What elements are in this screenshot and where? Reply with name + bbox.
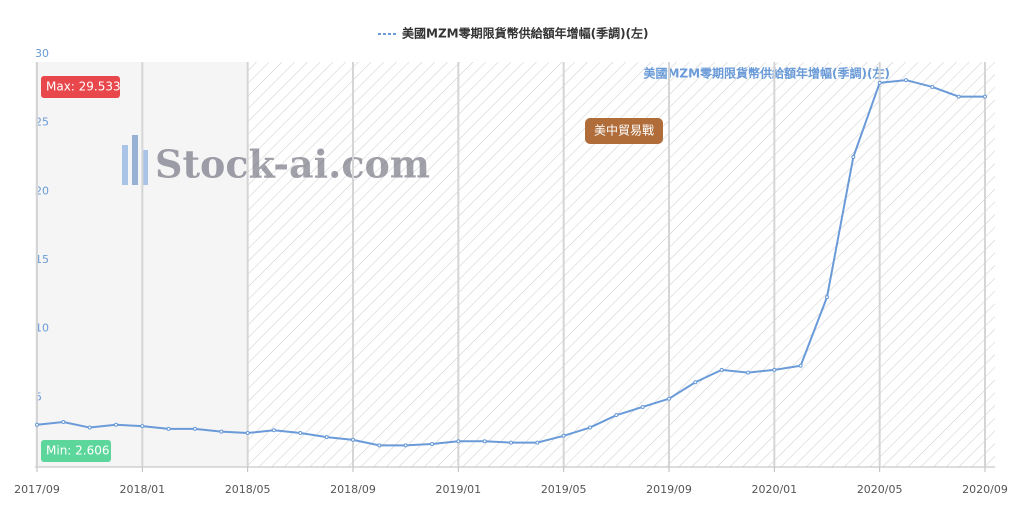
point <box>298 431 303 436</box>
point <box>798 363 803 368</box>
point <box>588 425 592 430</box>
point <box>956 94 961 99</box>
point <box>87 425 92 430</box>
x-tick-label: 2018/09 <box>330 483 376 496</box>
watermark-icon <box>142 150 148 185</box>
point <box>693 380 698 385</box>
min-badge <box>41 440 111 462</box>
point <box>245 431 250 436</box>
x-tick-label: 2020/01 <box>751 483 797 496</box>
point <box>140 424 145 429</box>
series-label: 美國MZM零期限貨幣供給額年增幅(季調)(左) <box>643 66 890 81</box>
point <box>535 440 540 445</box>
watermark-icon <box>122 145 128 185</box>
point <box>719 367 724 372</box>
point <box>851 155 856 159</box>
point <box>324 435 329 440</box>
point <box>614 413 619 418</box>
point <box>377 443 382 448</box>
point <box>509 440 513 445</box>
point <box>772 367 777 372</box>
point <box>877 80 882 85</box>
x-tick-label: 2018/05 <box>225 483 271 496</box>
y-tick-label: 20 <box>35 184 49 197</box>
point <box>482 439 487 444</box>
y-tick-label: 15 <box>35 253 49 266</box>
y-tick-label: 25 <box>35 116 49 129</box>
point <box>403 443 408 448</box>
point <box>825 295 829 300</box>
y-tick-label: 30 <box>35 47 49 60</box>
x-tick-label: 2018/01 <box>119 483 165 496</box>
event-badge <box>585 118 663 144</box>
max-badge <box>41 76 120 98</box>
point <box>640 404 645 409</box>
watermark-icon <box>132 135 138 185</box>
point <box>930 84 935 89</box>
x-tick-label: 2019/05 <box>541 483 587 496</box>
point <box>35 422 39 427</box>
x-tick-label: 2020/05 <box>857 483 903 496</box>
point <box>193 426 197 431</box>
point <box>272 428 276 433</box>
min-label: Min: 2.606 <box>46 444 110 458</box>
point <box>219 429 224 434</box>
point <box>667 396 671 401</box>
watermark: Stock-ai.com <box>122 135 430 187</box>
y-tick-label: 10 <box>35 322 49 335</box>
x-tick-label: 2019/09 <box>646 483 692 496</box>
point <box>114 422 118 427</box>
point <box>904 78 908 83</box>
x-tick-label: 2020/09 <box>962 483 1008 496</box>
legend: 美國MZM零期限貨幣供給額年增幅(季調)(左) <box>378 26 649 41</box>
point <box>746 370 750 375</box>
point <box>456 439 461 444</box>
point <box>561 433 566 438</box>
legend-label: 美國MZM零期限貨幣供給額年增幅(季調)(左) <box>402 26 649 41</box>
event-label: 美中貿易戰 <box>594 123 654 138</box>
point <box>166 426 171 431</box>
x-tick-label: 2017/09 <box>14 483 60 496</box>
point <box>430 442 434 447</box>
point <box>351 437 355 442</box>
point <box>983 94 987 99</box>
point <box>61 420 66 425</box>
watermark-text: Stock-ai.com <box>155 142 430 187</box>
x-tick-label: 2019/01 <box>435 483 481 496</box>
pre-period-background <box>35 62 247 467</box>
y-tick-label: 5 <box>35 390 42 403</box>
max-label: Max: 29.533 <box>46 80 121 94</box>
